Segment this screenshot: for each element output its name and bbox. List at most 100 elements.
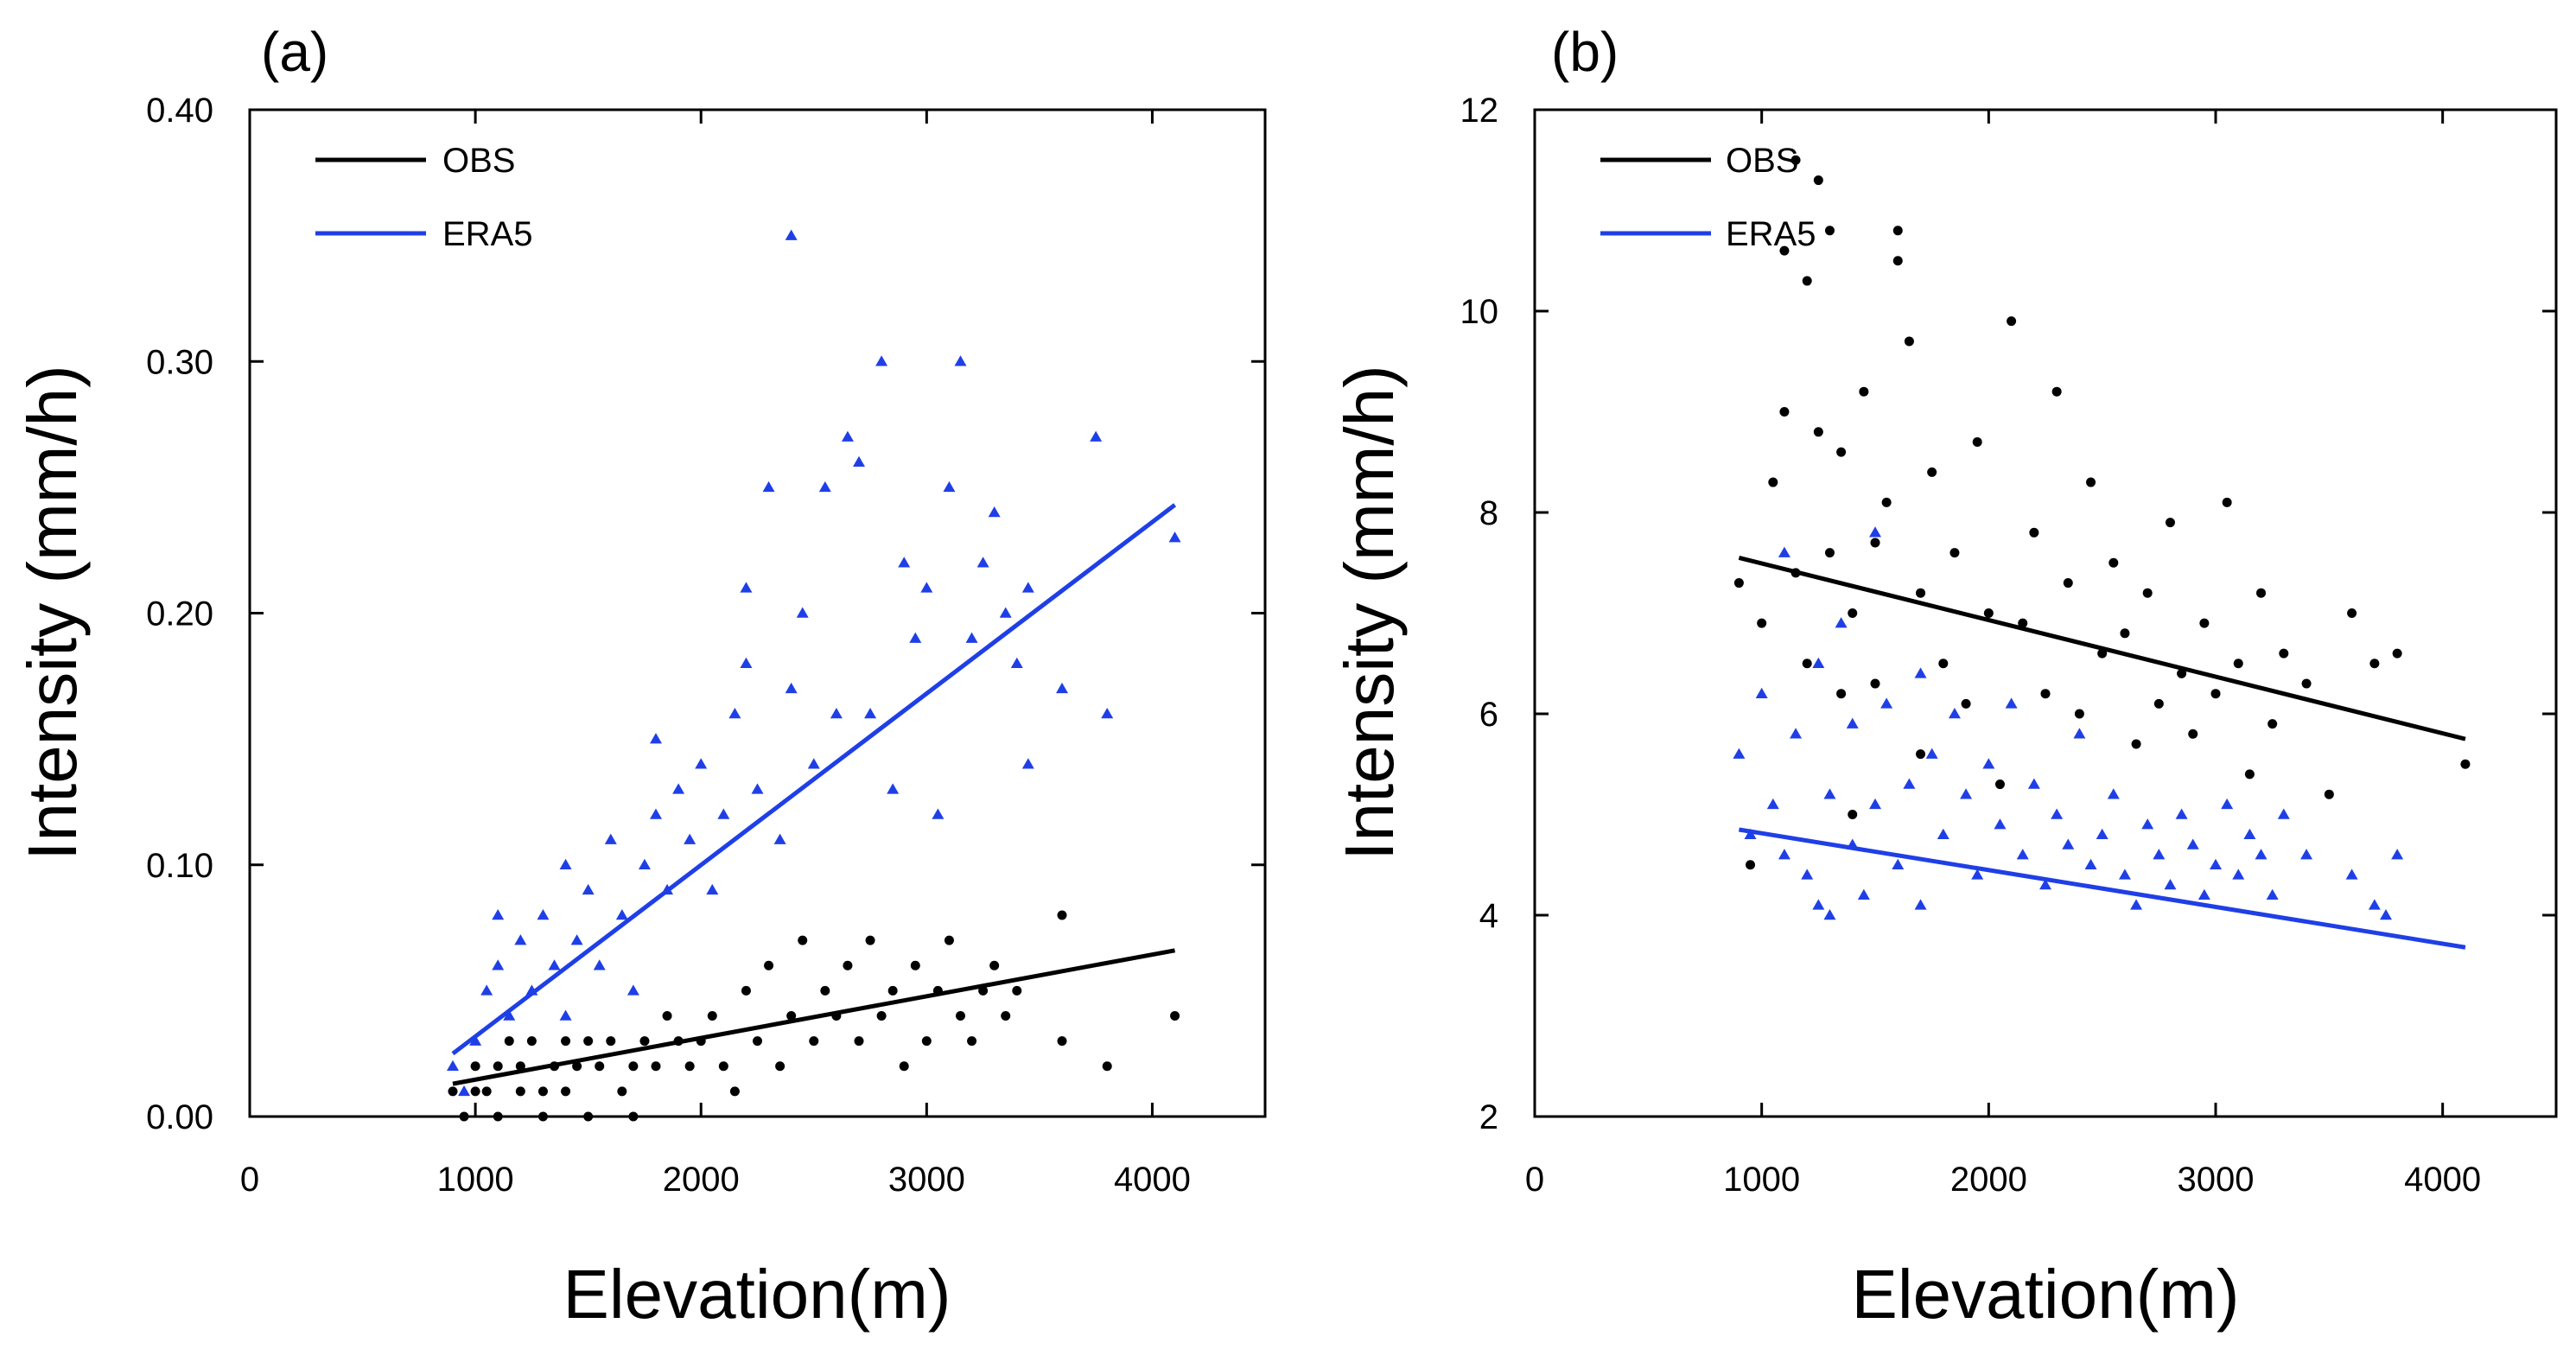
point-era5 xyxy=(1869,526,1881,538)
point-obs xyxy=(865,935,875,945)
panel-b-y-axis-label: Intensity (mm/h) xyxy=(1331,365,1408,860)
point-era5 xyxy=(1021,582,1034,593)
panel-b-marks xyxy=(1733,155,2471,920)
point-era5 xyxy=(2051,808,2064,819)
point-obs xyxy=(2268,719,2278,729)
point-obs xyxy=(504,1036,514,1047)
point-era5 xyxy=(672,783,685,794)
point-era5 xyxy=(1101,708,1114,719)
point-era5 xyxy=(2016,849,2029,860)
x-tick-label: 3000 xyxy=(888,1161,965,1199)
point-era5 xyxy=(887,783,900,794)
point-obs xyxy=(1802,659,1812,669)
point-obs xyxy=(481,1086,492,1097)
point-era5 xyxy=(1823,788,1836,799)
point-obs xyxy=(1824,226,1835,236)
panel-a-y-axis-label: Intensity (mm/h) xyxy=(14,365,91,860)
point-obs xyxy=(2279,648,2289,659)
point-era5 xyxy=(1812,899,1825,910)
legend-obs-label: OBS xyxy=(442,142,515,180)
point-obs xyxy=(775,1061,786,1072)
point-era5 xyxy=(2073,728,2086,739)
point-obs xyxy=(2165,518,2175,528)
point-era5 xyxy=(785,229,798,240)
point-era5 xyxy=(785,682,798,694)
point-era5 xyxy=(582,883,595,895)
y-tick-label: 6 xyxy=(1479,696,1498,734)
y-tick-label: 0.00 xyxy=(146,1098,213,1136)
point-era5 xyxy=(684,833,696,844)
point-obs xyxy=(910,960,920,970)
point-era5 xyxy=(1778,546,1790,557)
legend-era5-label: ERA5 xyxy=(442,215,533,253)
y-tick-label: 0.10 xyxy=(146,847,213,885)
point-era5 xyxy=(2198,888,2210,900)
point-era5 xyxy=(480,984,493,996)
y-tick-label: 0.20 xyxy=(146,595,213,633)
point-era5 xyxy=(1755,687,1768,698)
point-era5 xyxy=(2243,828,2256,840)
point-era5 xyxy=(2221,798,2234,810)
point-obs xyxy=(2131,739,2141,749)
point-obs xyxy=(1824,548,1835,558)
point-era5 xyxy=(943,480,956,493)
point-era5 xyxy=(503,1009,516,1021)
point-obs xyxy=(1012,985,1022,996)
point-obs xyxy=(809,1036,819,1047)
point-obs xyxy=(561,1086,571,1097)
trend-line-obs xyxy=(1738,555,2466,741)
point-era5 xyxy=(818,480,831,493)
point-era5 xyxy=(1892,858,1905,869)
point-era5 xyxy=(559,1009,572,1021)
point-era5 xyxy=(1021,758,1034,769)
point-obs xyxy=(1733,578,1744,589)
point-era5 xyxy=(853,455,865,467)
point-obs xyxy=(2301,678,2312,689)
point-obs xyxy=(843,960,853,970)
point-obs xyxy=(1892,226,1903,236)
point-obs xyxy=(1790,155,1801,165)
point-obs xyxy=(2392,648,2402,659)
point-obs xyxy=(887,985,898,996)
point-era5 xyxy=(1960,788,1973,799)
point-era5 xyxy=(2005,697,2018,709)
point-era5 xyxy=(773,833,786,844)
point-obs xyxy=(2018,618,2028,628)
point-obs xyxy=(1757,618,1767,628)
point-era5 xyxy=(796,607,809,618)
point-obs xyxy=(956,1011,965,1021)
point-era5 xyxy=(1982,758,1995,769)
point-obs xyxy=(2086,477,2096,487)
point-era5 xyxy=(807,758,820,769)
point-obs xyxy=(2210,689,2221,699)
legend-obs-label: OBS xyxy=(1726,142,1798,180)
point-obs xyxy=(561,1036,571,1047)
point-era5 xyxy=(2130,899,2143,910)
point-obs xyxy=(989,960,1000,970)
panel-a: (a) 0 1000 2000 3000 4000 0.00 0.10 0.20 0.30 0.4… xyxy=(14,21,1267,1333)
point-obs xyxy=(786,1011,797,1021)
x-tick-label: 2000 xyxy=(1950,1161,2027,1199)
point-era5 xyxy=(1948,708,1961,719)
point-obs xyxy=(2040,689,2051,699)
point-obs xyxy=(639,1036,650,1047)
trend-line-obs xyxy=(452,948,1176,1086)
point-era5 xyxy=(864,708,877,719)
point-obs xyxy=(1870,538,1880,548)
y-tick-label: 2 xyxy=(1479,1098,1498,1136)
panel-a-legend: OBS ERA5 xyxy=(315,142,533,253)
point-obs xyxy=(2007,316,2017,327)
point-obs xyxy=(1746,860,1756,870)
point-era5 xyxy=(2232,869,2245,880)
point-obs xyxy=(753,1036,762,1047)
point-obs xyxy=(628,1061,639,1072)
point-obs xyxy=(944,935,954,945)
panel-a-ticks: 0 1000 2000 3000 4000 0.00 0.10 0.20 0.30 0.40 xyxy=(146,92,1265,1199)
point-obs xyxy=(798,935,808,945)
point-era5 xyxy=(627,984,639,996)
point-obs xyxy=(470,1061,480,1072)
point-obs xyxy=(583,1036,594,1047)
point-obs xyxy=(1848,608,1858,618)
point-era5 xyxy=(2164,879,2177,890)
